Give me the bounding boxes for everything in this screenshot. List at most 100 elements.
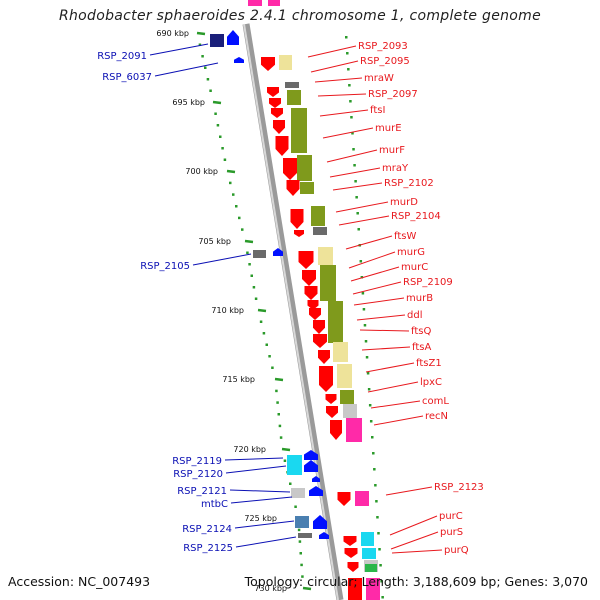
gene-label-rsp-6037: RSP_6037 bbox=[102, 72, 152, 83]
ruler-dot bbox=[265, 343, 268, 346]
callout-line-murc bbox=[350, 266, 400, 282]
callout-line-ftsi bbox=[319, 109, 369, 117]
gene-box bbox=[291, 488, 305, 498]
callout-line-rsp-2102 bbox=[332, 182, 383, 191]
callout-line-mraw bbox=[314, 77, 363, 83]
gene-box bbox=[210, 34, 224, 47]
gene-label-purq: purQ bbox=[444, 545, 469, 556]
ruler-dot bbox=[204, 66, 207, 69]
callout-line-purq bbox=[391, 549, 443, 554]
ruler-dot bbox=[278, 424, 282, 428]
track-dot bbox=[378, 548, 381, 551]
ruler-dot bbox=[297, 528, 301, 532]
gene-box bbox=[346, 418, 362, 442]
track-dot bbox=[379, 564, 382, 567]
track-dot bbox=[354, 180, 357, 183]
gene-box bbox=[295, 516, 309, 528]
callout-line-ftsw bbox=[345, 235, 393, 250]
gene-label-recn: recN bbox=[425, 411, 448, 422]
callout-line-rsp-2105 bbox=[192, 253, 252, 266]
ruler-dot bbox=[262, 332, 266, 335]
callout-line-rsp-2104 bbox=[338, 215, 390, 226]
gene-arrow-forward bbox=[304, 286, 318, 300]
callout-line-lpxc bbox=[367, 381, 419, 393]
track-dot bbox=[356, 212, 359, 215]
gene-label-ftsi: ftsI bbox=[370, 105, 385, 116]
gene-arrow-reverse bbox=[309, 486, 323, 496]
ruler-dot bbox=[275, 389, 278, 393]
gene-arrow-forward bbox=[302, 270, 316, 286]
callout-line-ftsz1 bbox=[365, 362, 415, 373]
callout-line-rsp-2093 bbox=[307, 45, 357, 58]
gene-box bbox=[355, 491, 369, 506]
track-dot bbox=[375, 500, 378, 503]
gene-box bbox=[366, 578, 380, 600]
gene-label-rsp-2121: RSP_2121 bbox=[177, 486, 227, 497]
gene-arrow-forward bbox=[337, 492, 351, 506]
gene-arrow-forward bbox=[294, 230, 304, 237]
ruler-dot bbox=[201, 55, 204, 58]
gene-arrow-reverse bbox=[304, 460, 318, 472]
gene-box bbox=[328, 301, 343, 343]
genome-stats-text: Topology: circular; Length: 3,188,609 bp… bbox=[244, 574, 588, 589]
ruler-label: 725 kbp bbox=[244, 514, 277, 523]
gene-arrow-forward bbox=[309, 308, 321, 320]
gene-label-rsp-2119: RSP_2119 bbox=[172, 456, 222, 467]
callout-line-mure bbox=[322, 127, 374, 139]
gene-arrow-reverse bbox=[227, 30, 239, 45]
ruler-tick bbox=[212, 100, 222, 105]
gene-box bbox=[313, 227, 327, 235]
track-dot bbox=[381, 596, 384, 599]
ruler-dot bbox=[301, 575, 304, 578]
gene-label-ftsz1: ftsZ1 bbox=[416, 358, 442, 369]
ruler-label: 695 kbp bbox=[172, 98, 205, 107]
callout-line-ftsa bbox=[361, 346, 411, 351]
ruler-label: 720 kbp bbox=[233, 445, 266, 454]
callout-line-murf bbox=[326, 149, 378, 163]
gene-label-rsp-2093: RSP_2093 bbox=[358, 41, 408, 52]
callout-line-rsp-2123 bbox=[385, 486, 433, 496]
chromosome-backbone bbox=[242, 23, 344, 600]
callout-line-murd bbox=[335, 201, 389, 213]
ruler-label: 705 kbp bbox=[198, 237, 231, 246]
gene-labels-layer: RSP_2093 RSP_2095 mraW RSP_2097 ftsI murE murF… bbox=[97, 41, 484, 556]
gene-box bbox=[348, 578, 362, 600]
gene-box bbox=[300, 182, 314, 194]
gene-label-murd: murD bbox=[390, 197, 418, 208]
track-dot bbox=[359, 260, 363, 263]
gene-arrow-forward bbox=[319, 366, 333, 392]
gene-box bbox=[337, 364, 352, 388]
track-dot bbox=[353, 164, 356, 167]
ruler-dot bbox=[232, 193, 235, 196]
track-dot bbox=[373, 468, 376, 471]
gene-box bbox=[248, 0, 262, 6]
callout-line-ddl bbox=[356, 314, 406, 321]
gene-label-rsp-2105: RSP_2105 bbox=[140, 261, 190, 272]
ruler-dot bbox=[252, 286, 256, 289]
callout-line-purs bbox=[390, 531, 439, 550]
gene-arrow-forward bbox=[318, 350, 330, 364]
gene-arrow-reverse bbox=[304, 450, 318, 460]
callout-line-rsp-2091 bbox=[149, 43, 209, 56]
ruler-dot bbox=[276, 401, 279, 404]
gene-label-mure: murE bbox=[375, 123, 402, 134]
gene-arrow-forward bbox=[330, 420, 342, 440]
gene-box bbox=[298, 533, 312, 538]
ruler-dot bbox=[229, 181, 232, 185]
accession-text: Accession: NC_007493 bbox=[8, 574, 151, 589]
callout-line-murb bbox=[353, 297, 405, 306]
gene-arrow-forward bbox=[343, 536, 357, 546]
gene-box bbox=[340, 390, 354, 404]
callout-line-rsp-2121 bbox=[229, 489, 291, 493]
gene-arrow-reverse bbox=[312, 476, 320, 482]
gene-label-purs: purS bbox=[440, 527, 463, 538]
ruler-label: 715 kbp bbox=[222, 375, 255, 384]
callout-line-rsp-2124 bbox=[234, 520, 295, 529]
callout-line-ftsq bbox=[359, 329, 410, 332]
ruler-tick bbox=[244, 239, 254, 244]
gene-arrow-forward bbox=[261, 57, 275, 71]
ruler-dot bbox=[294, 505, 297, 508]
gene-box bbox=[362, 548, 376, 559]
